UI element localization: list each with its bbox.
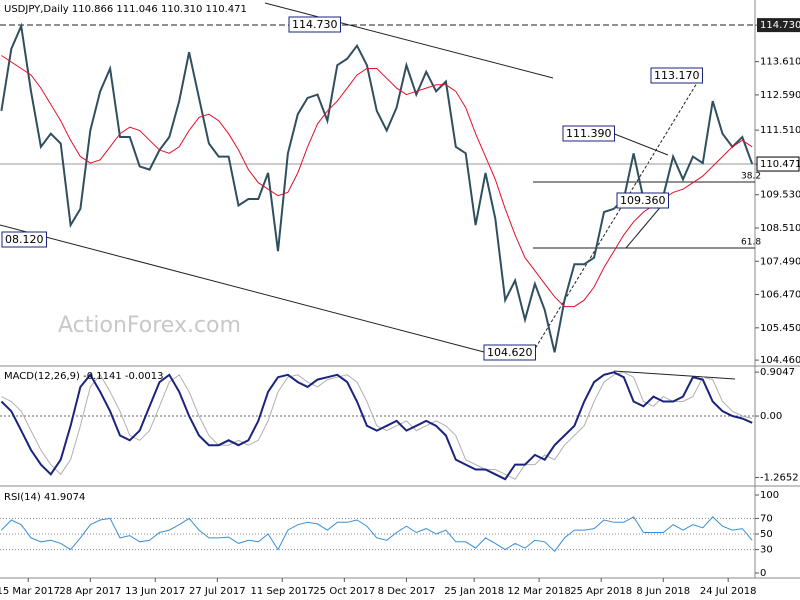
series-line (1, 55, 753, 308)
y-tick-label: 107.490 (760, 256, 800, 267)
x-tick-label: 28 Apr 2017 (59, 586, 121, 597)
annotation: 38.2 (741, 172, 761, 182)
y-tick-label: 111.510 (760, 125, 800, 136)
x-tick-label: 8 Dec 2017 (378, 586, 436, 597)
x-tick-label: 25 Apr 2018 (570, 586, 632, 597)
annotation-box (562, 125, 615, 142)
annotation: 111.390 (566, 127, 612, 140)
y-tick-label: 110.471 (760, 159, 800, 170)
annotation-box (1, 231, 47, 248)
x-tick-label: 8 Jun 2018 (636, 586, 690, 597)
y-tick-label: 0.9047 (760, 367, 795, 378)
y-tick-label: 70 (760, 513, 773, 524)
panel-title: MACD(12,26,9) -0.1141 -0.0013 (4, 371, 164, 382)
annotation-box (650, 67, 703, 84)
annotation: 113.170 (654, 69, 700, 82)
y-tick-label: 108.510 (760, 223, 800, 234)
annotation: 109.360 (620, 194, 666, 207)
y-tick-label: 30 (760, 545, 773, 556)
x-tick-label: 13 Jun 2017 (125, 586, 185, 597)
annotation-box (616, 192, 669, 209)
series-line (1, 371, 753, 480)
y-tick-label: 109.530 (760, 190, 800, 201)
y-tick-label: 113.610 (760, 57, 800, 68)
y-tick-label: 105.450 (760, 323, 800, 334)
y-tick-label: -1.2652 (760, 472, 799, 483)
y-tick-label: 106.470 (760, 290, 800, 301)
y-tick-label: 104.460 (760, 355, 800, 366)
y-tick-label: 114.730 (760, 20, 800, 31)
series-line (0, 22, 754, 353)
series-line (1, 516, 753, 552)
tick-highlight (757, 18, 800, 33)
annotation: 104.620 (487, 346, 533, 359)
annotation: 08.120 (5, 233, 44, 246)
annotation: 114.730 (292, 18, 338, 31)
panel-title: RSI(14) 41.9074 (4, 492, 85, 503)
series-line (0, 371, 753, 481)
drawings (0, 2, 755, 380)
x-tick-label: 15 Mar 2017 (0, 586, 60, 597)
x-tick-label: 25 Oct 2017 (313, 586, 375, 597)
panel-title: USDJPY,Daily 110.866 111.046 110.310 110… (4, 4, 247, 15)
annotation-box (483, 344, 536, 361)
panel-frames (0, 0, 800, 579)
y-tick-label: 0 (760, 568, 766, 579)
tick-highlight (756, 156, 800, 172)
x-tick-label: 12 Mar 2018 (507, 586, 570, 597)
annotation: 61.8 (741, 238, 761, 248)
y-tick-label: 50 (760, 529, 773, 540)
x-tick-label: 11 Sep 2017 (251, 586, 314, 597)
x-tick-label: 25 Jan 2018 (444, 586, 504, 597)
y-tick-label: 0.00 (760, 411, 782, 422)
x-tick-label: 24 Jul 2018 (700, 586, 757, 597)
annotation-box (288, 16, 341, 33)
y-tick-label: 100 (760, 490, 779, 501)
x-tick-label: 27 Jul 2017 (189, 586, 246, 597)
watermark: ActionForex.com (58, 313, 241, 338)
y-tick-label: 112.590 (760, 90, 800, 101)
